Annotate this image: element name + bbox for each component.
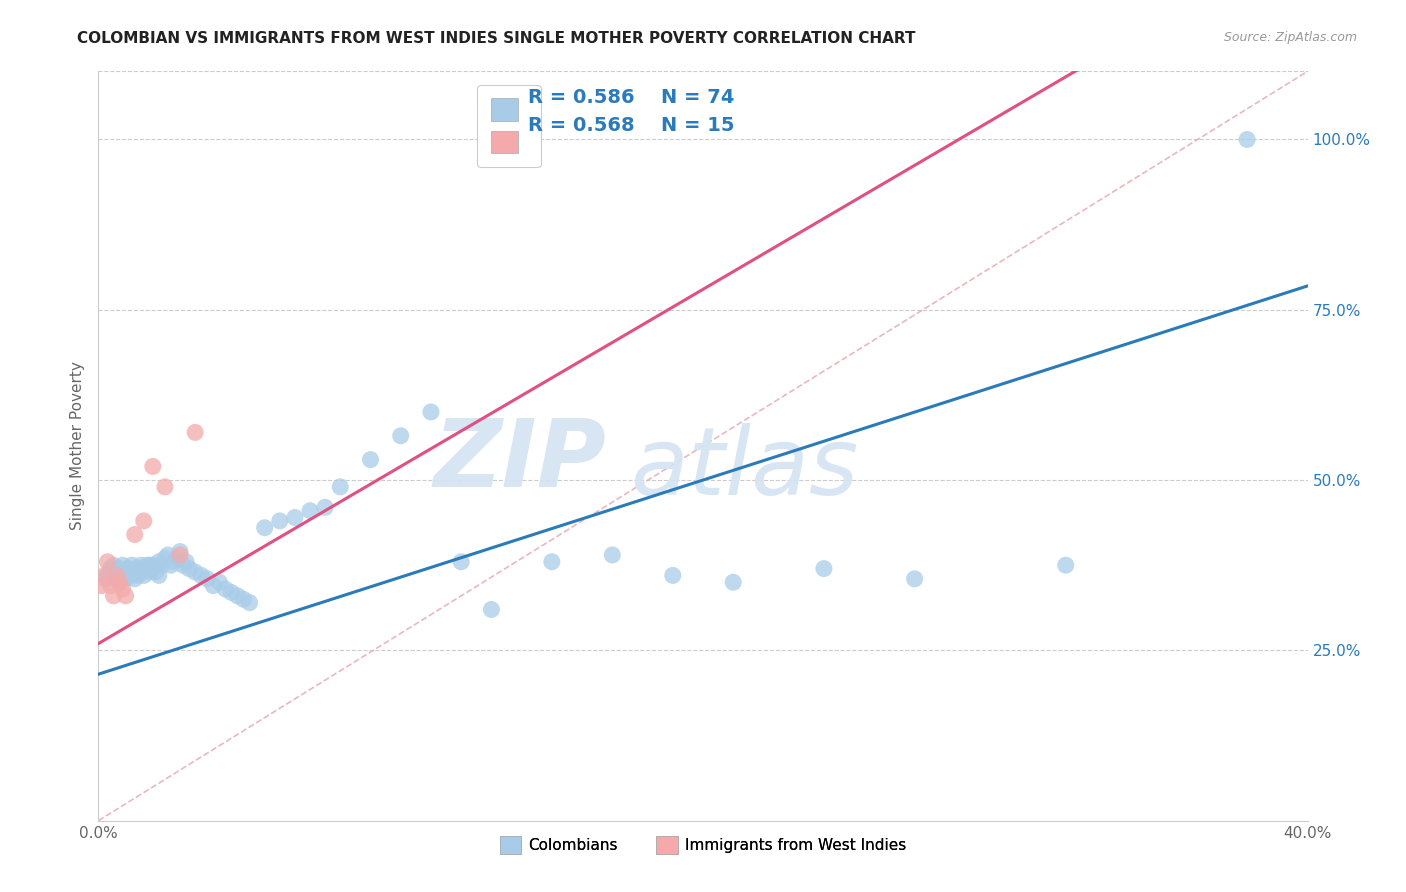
Point	[481, 602, 503, 616]
Point	[118, 565, 141, 579]
Point	[169, 548, 191, 562]
Point	[114, 572, 136, 586]
Point	[1054, 558, 1077, 573]
Point	[221, 585, 243, 599]
Point	[163, 555, 186, 569]
Point	[195, 572, 218, 586]
Point	[156, 548, 179, 562]
Point	[226, 589, 249, 603]
Point	[253, 521, 276, 535]
Point	[93, 572, 115, 586]
Text: atlas: atlas	[630, 423, 859, 514]
Point	[100, 565, 122, 579]
Point	[284, 510, 307, 524]
Point	[103, 558, 125, 573]
Point	[135, 561, 157, 575]
Point	[132, 561, 155, 575]
Point	[166, 551, 188, 566]
Point	[145, 565, 167, 579]
Point	[148, 555, 170, 569]
Point	[108, 575, 131, 590]
Point	[111, 582, 134, 596]
Point	[269, 514, 291, 528]
Point	[208, 575, 231, 590]
Point	[108, 561, 131, 575]
Point	[314, 500, 336, 515]
Point	[132, 568, 155, 582]
Point	[150, 558, 173, 573]
Point	[142, 558, 165, 573]
Point	[148, 568, 170, 582]
Point	[214, 582, 236, 596]
Point	[184, 565, 207, 579]
Point	[103, 589, 125, 603]
Text: N = 74: N = 74	[661, 88, 734, 107]
Point	[90, 579, 112, 593]
Point	[450, 555, 472, 569]
Point	[813, 561, 835, 575]
Point	[1236, 132, 1258, 146]
Point	[111, 568, 134, 582]
Point	[420, 405, 443, 419]
Point	[132, 514, 155, 528]
Point	[135, 558, 157, 573]
Text: N = 15: N = 15	[661, 116, 734, 135]
Point	[100, 561, 122, 575]
Point	[169, 544, 191, 558]
Point	[172, 558, 194, 573]
Point	[118, 561, 141, 575]
Text: ZIP: ZIP	[433, 415, 606, 507]
Point	[540, 555, 562, 569]
Point	[121, 558, 143, 573]
Point	[127, 561, 149, 575]
Point	[108, 575, 131, 590]
Point	[129, 565, 152, 579]
Point	[723, 575, 745, 590]
Point	[360, 452, 382, 467]
Point	[124, 565, 146, 579]
Point	[100, 579, 122, 593]
Point	[179, 561, 201, 575]
Point	[602, 548, 624, 562]
Point	[239, 596, 262, 610]
Point	[142, 561, 165, 575]
Point	[202, 579, 225, 593]
Point	[96, 568, 118, 582]
Point	[93, 568, 115, 582]
Point	[114, 589, 136, 603]
Point	[389, 429, 412, 443]
Point	[299, 504, 322, 518]
Point	[103, 572, 125, 586]
Point	[184, 425, 207, 440]
Text: Source: ZipAtlas.com: Source: ZipAtlas.com	[1223, 31, 1357, 45]
Point	[121, 568, 143, 582]
Point	[105, 568, 128, 582]
Point	[661, 568, 683, 582]
Point	[174, 555, 197, 569]
Point	[139, 558, 162, 573]
Point	[127, 568, 149, 582]
Point	[160, 558, 183, 573]
Point	[142, 459, 165, 474]
Point	[329, 480, 352, 494]
Y-axis label: Single Mother Poverty: Single Mother Poverty	[69, 361, 84, 531]
Point	[111, 558, 134, 573]
Point	[190, 568, 212, 582]
Point	[124, 527, 146, 541]
Point	[105, 565, 128, 579]
Point	[139, 565, 162, 579]
Point	[96, 555, 118, 569]
Point	[232, 592, 254, 607]
Point	[105, 568, 128, 582]
Text: R = 0.568: R = 0.568	[527, 116, 634, 135]
Point	[153, 480, 176, 494]
Point	[124, 572, 146, 586]
Point	[114, 565, 136, 579]
Point	[153, 551, 176, 566]
Text: COLOMBIAN VS IMMIGRANTS FROM WEST INDIES SINGLE MOTHER POVERTY CORRELATION CHART: COLOMBIAN VS IMMIGRANTS FROM WEST INDIES…	[77, 31, 915, 46]
Legend: Colombians, Immigrants from West Indies: Colombians, Immigrants from West Indies	[492, 829, 914, 862]
Text: R = 0.586: R = 0.586	[527, 88, 634, 107]
Point	[904, 572, 927, 586]
Point	[129, 558, 152, 573]
